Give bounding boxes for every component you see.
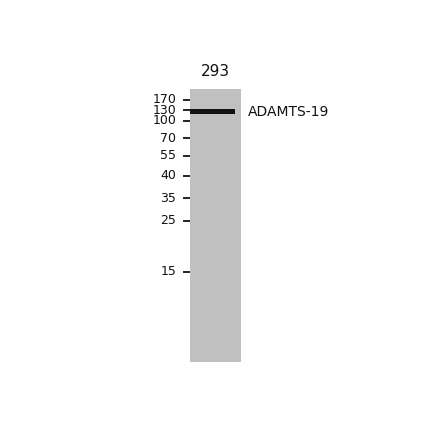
Text: 40: 40 bbox=[160, 169, 176, 182]
Text: 35: 35 bbox=[160, 192, 176, 205]
Text: ADAMTS-19: ADAMTS-19 bbox=[248, 105, 329, 119]
Text: 293: 293 bbox=[201, 64, 230, 79]
Text: 55: 55 bbox=[160, 149, 176, 162]
Text: 70: 70 bbox=[160, 132, 176, 145]
Text: 100: 100 bbox=[152, 114, 176, 127]
Bar bbox=[190, 109, 235, 114]
Bar bbox=[190, 89, 241, 362]
Text: 170: 170 bbox=[152, 93, 176, 106]
Text: 15: 15 bbox=[160, 265, 176, 278]
Text: 130: 130 bbox=[152, 104, 176, 117]
Text: 25: 25 bbox=[160, 214, 176, 227]
